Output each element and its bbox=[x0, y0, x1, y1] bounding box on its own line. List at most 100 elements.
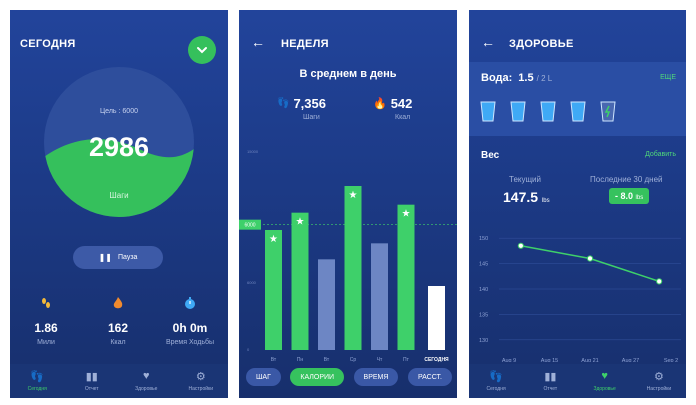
x-tick-label: Ср bbox=[350, 357, 357, 363]
tab-health[interactable]: ♥ Здоровье bbox=[578, 370, 632, 392]
today-screen: СЕГОДНЯ Цель : 6000 2986 Шаги ❚❚ Пауза 1… bbox=[10, 10, 228, 398]
more-link[interactable]: ЕЩЕ bbox=[660, 74, 676, 81]
timer-icon bbox=[154, 296, 226, 312]
pause-button[interactable]: ❚❚ Пауза bbox=[73, 246, 163, 269]
water-glass-full-icon[interactable] bbox=[569, 100, 587, 122]
x-tick-label: Пн bbox=[297, 357, 304, 363]
kpi-value: 7,356 bbox=[293, 96, 326, 111]
current-label: Текущий bbox=[509, 175, 541, 184]
y-tick-label: 130 bbox=[479, 338, 488, 344]
y-tick-label: 15000 bbox=[247, 149, 259, 154]
water-glass-full-icon[interactable] bbox=[479, 100, 497, 122]
stat-label: Ккал bbox=[110, 339, 126, 346]
x-tick-label: Aug 15 bbox=[541, 358, 558, 362]
tab-label: Отчет bbox=[84, 386, 99, 392]
water-label: Вода: 1.5 / 2 L bbox=[481, 72, 552, 84]
page-title: НЕДЕЛЯ bbox=[281, 38, 329, 50]
steps-progress-circle: Цель : 6000 2986 Шаги bbox=[44, 67, 194, 217]
water-title: Вода: bbox=[481, 72, 513, 84]
water-card: Вода: 1.5 / 2 L ЕЩЕ bbox=[469, 62, 686, 136]
tab-label: Здоровье bbox=[593, 386, 616, 392]
tab-bar: 👣 Сегодня ▮▮ Отчет ♥ Здоровье ⚙ Настройк… bbox=[469, 364, 686, 398]
tab-bar: 👣 Сегодня ▮▮ Отчет ♥ Здоровье ⚙ Настройк… bbox=[10, 364, 228, 398]
tab-today[interactable]: 👣 Сегодня bbox=[469, 370, 523, 392]
water-glass-full-icon[interactable] bbox=[509, 100, 527, 122]
tab-today[interactable]: 👣 Сегодня bbox=[10, 370, 65, 392]
tab-label: Настройки bbox=[188, 386, 214, 392]
goal-marker-label: 6000 bbox=[244, 223, 255, 229]
weekly-steps-chart: 15000 6000 0 6000 ★ Вт ★ Пн Вт ★ Ср Чт ★ Пт СЕГОДНЯ bbox=[239, 149, 457, 363]
tab-report[interactable]: ▮▮ Отчет bbox=[523, 370, 577, 392]
x-tick-label: Чт bbox=[377, 357, 383, 363]
pill-distance[interactable]: РАССТ. bbox=[407, 368, 452, 386]
check-button[interactable] bbox=[188, 36, 216, 64]
bar bbox=[428, 286, 445, 350]
gear-icon: ⚙ bbox=[195, 371, 206, 383]
tab-settings[interactable]: ⚙ Настройки bbox=[632, 370, 686, 392]
stat-kcal: 162 Ккал bbox=[82, 296, 154, 346]
flame-icon bbox=[82, 296, 154, 312]
x-tick-label: Пт bbox=[403, 357, 410, 363]
current-weight: 147.5 lbs bbox=[503, 189, 550, 205]
page-title: ЗДОРОВЬЕ bbox=[509, 38, 574, 50]
kpi-value: 542 bbox=[390, 96, 413, 111]
x-tick-label: Sep 2 bbox=[664, 358, 678, 362]
pill-steps[interactable]: ШАГ bbox=[246, 368, 281, 386]
tab-settings[interactable]: ⚙ Настройки bbox=[174, 370, 229, 392]
pill-calories[interactable]: КАЛОРИИ bbox=[290, 368, 345, 386]
bar bbox=[344, 186, 362, 350]
x-tick-label: Aug 21 bbox=[581, 358, 598, 362]
stat-label: Мили bbox=[37, 339, 55, 346]
y-tick-label: 140 bbox=[479, 287, 488, 293]
steps-kpi: 👣 7,356 bbox=[277, 96, 326, 111]
footsteps-icon bbox=[10, 296, 82, 312]
y-tick-label: 150 bbox=[479, 236, 488, 242]
weight-unit: lbs bbox=[541, 198, 550, 204]
bar bbox=[291, 212, 309, 350]
x-tick-label: СЕГОДНЯ bbox=[424, 357, 449, 363]
star-icon: ★ bbox=[269, 234, 278, 245]
chevron-down-icon bbox=[197, 47, 207, 54]
tab-health[interactable]: ♥ Здоровье bbox=[119, 370, 174, 392]
weight-point bbox=[586, 255, 594, 262]
star-icon: ★ bbox=[296, 217, 305, 228]
x-tick-label: Вт bbox=[271, 357, 277, 363]
water-glass-full-icon[interactable] bbox=[539, 100, 557, 122]
weight-card: Вес Добавить Текущий Последние 30 дней 1… bbox=[469, 141, 686, 219]
footsteps-icon: 👣 bbox=[489, 371, 503, 383]
kpi-label: Шаги bbox=[303, 114, 320, 121]
delta-value: - 8.0 bbox=[615, 191, 634, 201]
x-tick-label: Вт bbox=[324, 357, 330, 363]
tab-label: Сегодня bbox=[486, 386, 506, 392]
bar-chart-icon: ▮▮ bbox=[544, 371, 557, 383]
weight-value: 147.5 bbox=[503, 189, 539, 205]
weight-delta-badge: - 8.0 lbs bbox=[609, 188, 650, 204]
kcal-kpi: 🔥 542 bbox=[373, 96, 412, 111]
stat-time: 0h 0m Время Ходьбы bbox=[154, 296, 226, 346]
delta-unit: lbs bbox=[635, 195, 644, 201]
footsteps-icon: 👣 bbox=[30, 371, 45, 383]
pause-icon: ❚❚ bbox=[98, 253, 112, 262]
tab-label: Сегодня bbox=[27, 386, 47, 392]
back-arrow-icon[interactable]: ← bbox=[251, 34, 265, 50]
back-arrow-icon[interactable]: ← bbox=[481, 34, 495, 50]
tab-report[interactable]: ▮▮ Отчет bbox=[65, 370, 120, 392]
water-glasses bbox=[479, 100, 617, 122]
add-weight-link[interactable]: Добавить bbox=[645, 151, 676, 158]
average-title: В среднем в день bbox=[299, 68, 397, 80]
heart-icon: ♥ bbox=[601, 370, 608, 382]
last30-label: Последние 30 дней bbox=[590, 175, 663, 184]
water-glass-empty-icon[interactable] bbox=[599, 100, 617, 122]
pill-time[interactable]: ВРЕМЯ bbox=[353, 368, 399, 386]
stat-value: 1.86 bbox=[34, 321, 58, 335]
tab-label: Отчет bbox=[543, 386, 558, 392]
star-icon: ★ bbox=[402, 209, 411, 220]
y-tick-label: 135 bbox=[479, 312, 488, 318]
tab-label: Здоровье bbox=[135, 386, 158, 392]
stat-value: 0h 0m bbox=[172, 321, 208, 335]
pause-label: Пауза bbox=[117, 254, 138, 261]
bar bbox=[371, 243, 388, 350]
kpi-label: Ккал bbox=[395, 114, 411, 121]
y-tick-label: 0 bbox=[247, 347, 250, 352]
y-tick-label: 145 bbox=[479, 262, 488, 268]
